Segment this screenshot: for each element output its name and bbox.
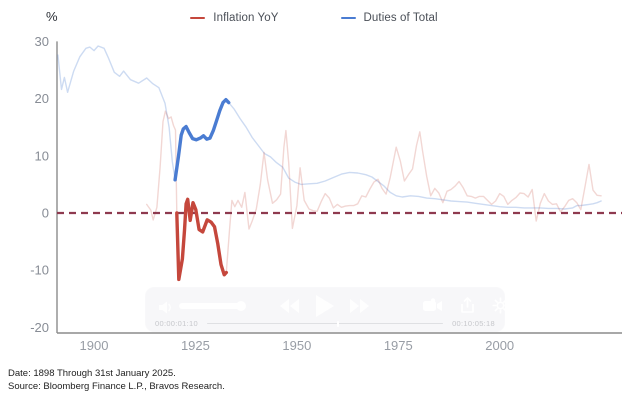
y-tick-label: 30 (35, 34, 49, 49)
share-icon[interactable] (460, 297, 475, 314)
camera-icon[interactable] (423, 298, 443, 313)
duties-line-swatch (340, 16, 356, 20)
chart-legend: Inflation YoY Duties of Total (0, 12, 628, 24)
y-tick-label: 0 (42, 206, 49, 221)
x-tick-label: 1975 (384, 338, 413, 353)
chart-footnote: Date: 1898 Through 31st January 2025. So… (8, 367, 225, 393)
fast-forward-icon[interactable] (350, 299, 370, 313)
legend-item-inflation[interactable]: Inflation YoY (190, 12, 278, 24)
x-tick-label: 2000 (485, 338, 514, 353)
play-icon[interactable] (315, 295, 335, 317)
y-tick-label: 20 (35, 91, 49, 106)
x-tick-label: 1950 (282, 338, 311, 353)
transport-controls (145, 295, 505, 317)
series-line-highlight-inflation-yoy (175, 197, 229, 282)
progress-marker[interactable] (336, 320, 339, 327)
volume-icon[interactable] (159, 301, 173, 314)
y-tick-label: -20 (30, 320, 49, 335)
settings-icon[interactable] (492, 297, 505, 314)
y-axis-unit-label: % (46, 9, 58, 24)
elapsed-timecode: 00:00:01:10 (155, 319, 198, 328)
volume-slider-knob[interactable] (236, 300, 246, 311)
x-tick-label: 1900 (80, 338, 109, 353)
player-timeline-row: 00:00:01:10 00:10:05:18 (155, 318, 495, 329)
series-line-highlight-duties-of-total (173, 97, 231, 182)
y-tick-label: -10 (30, 263, 49, 278)
legend-label-inflation: Inflation YoY (213, 12, 279, 24)
footnote-source: Source: Bloomberg Finance L.P., Bravos R… (8, 381, 225, 392)
rewind-icon[interactable] (280, 299, 300, 313)
legend-item-duties[interactable]: Duties of Total (340, 12, 438, 24)
player-secondary-controls (423, 297, 505, 314)
video-player-controls-overlay[interactable]: 00:00:01:10 00:10:05:18 (145, 287, 505, 332)
legend-label-duties: Duties of Total (363, 12, 438, 24)
y-tick-label: 10 (35, 148, 49, 163)
series-line-faded-inflation-yoy (145, 110, 602, 281)
progress-bar[interactable] (206, 320, 444, 327)
series-line-faded-duties-of-total (57, 45, 602, 210)
footnote-date: Date: 1898 Through 31st January 2025. (8, 368, 176, 379)
total-timecode: 00:10:05:18 (452, 319, 495, 328)
volume-slider[interactable] (179, 300, 246, 311)
x-tick-label: 1925 (181, 338, 210, 353)
inflation-line-swatch (190, 16, 206, 20)
